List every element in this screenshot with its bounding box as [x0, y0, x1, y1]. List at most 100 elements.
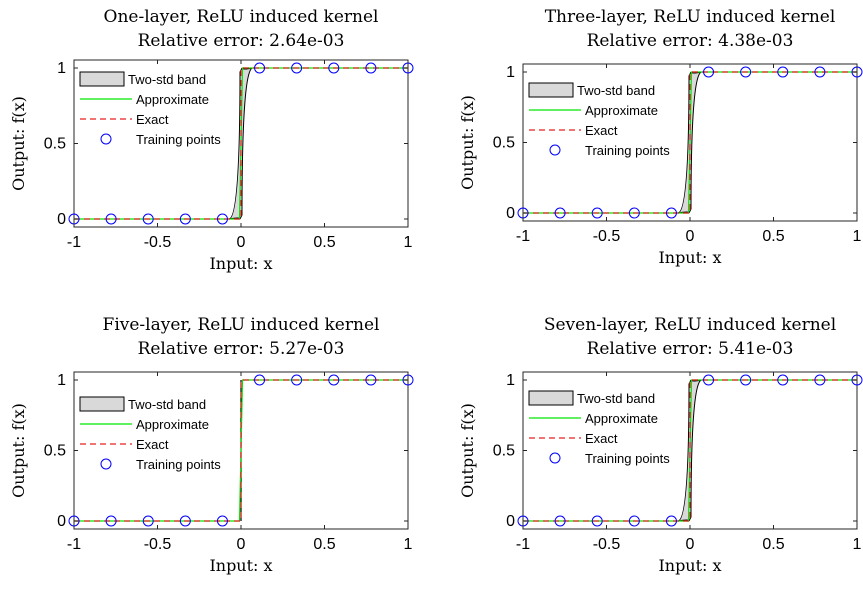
training-point [703, 66, 715, 78]
y-tick-label: 1 [57, 60, 66, 77]
legend-label: Two-std band [128, 397, 206, 412]
training-point [665, 515, 677, 527]
legend-label: Exact [585, 123, 618, 138]
series-exact [74, 379, 408, 522]
training-point [740, 66, 752, 78]
legend: Two-std band Approximate Exact Training poi… [528, 82, 670, 158]
x-tick-label: 1 [853, 536, 862, 553]
training-point [703, 374, 715, 386]
chart-subtitle: Relative error: 2.64e-03 [138, 31, 345, 51]
training-point [254, 62, 266, 74]
training-point [105, 213, 117, 225]
y-tick-label: 0 [57, 513, 66, 530]
x-tick-label: -1 [67, 536, 81, 553]
legend-label: Approximate [585, 411, 658, 426]
training-point [291, 62, 303, 74]
x-tick-label: 0 [237, 536, 246, 553]
training-point [628, 207, 640, 219]
x-tick-label: -0.5 [144, 536, 172, 553]
legend-label: Approximate [136, 417, 209, 432]
x-axis-label: Input: x [209, 254, 272, 273]
series-exact [523, 379, 857, 522]
training-point [142, 515, 154, 527]
x-tick-label: -1 [516, 536, 530, 553]
training-point [777, 66, 789, 78]
training-point [365, 62, 377, 74]
training-point [179, 515, 191, 527]
legend-label: Two-std band [577, 83, 655, 98]
training-point [328, 374, 340, 386]
x-tick-label: -1 [67, 234, 81, 251]
y-tick-label: 1 [506, 64, 515, 81]
legend: Two-std band Approximate Exact Training poi… [79, 396, 221, 472]
training-point [740, 374, 752, 386]
legend-label: Training points [136, 457, 221, 472]
training-point [142, 213, 154, 225]
training-point [591, 207, 603, 219]
training-point [216, 515, 228, 527]
legend-swatch-band [79, 396, 125, 412]
chart-subtitle: Relative error: 5.27e-03 [138, 339, 345, 359]
x-axis-label: Input: x [209, 556, 272, 575]
legend-label: Two-std band [577, 391, 655, 406]
training-point [554, 515, 566, 527]
x-tick-label: 0 [686, 228, 695, 245]
panel-4: Seven-layer, ReLU induced kernel Relative… [458, 315, 863, 575]
y-tick-label: 0 [506, 205, 515, 222]
training-point [665, 207, 677, 219]
training-point [216, 213, 228, 225]
y-tick-label: 0.5 [493, 443, 515, 460]
x-tick-label: 0.5 [762, 536, 784, 553]
chart-subtitle: Relative error: 4.38e-03 [587, 31, 794, 51]
chart-title: Five-layer, ReLU induced kernel [103, 315, 380, 335]
panel-2: Three-layer, ReLU induced kernel Relative… [458, 7, 863, 267]
x-tick-label: 1 [404, 536, 413, 553]
legend-swatch-training [100, 458, 112, 470]
legend: Two-std band Approximate Exact Training poi… [79, 71, 221, 147]
training-point [777, 374, 789, 386]
x-tick-label: 0.5 [313, 234, 335, 251]
x-tick-label: 0.5 [762, 228, 784, 245]
y-tick-label: 1 [57, 372, 66, 389]
panel-3: Five-layer, ReLU induced kernel Relative … [9, 315, 414, 575]
legend-swatch-training [549, 144, 561, 156]
y-tick-label: 0 [506, 513, 515, 530]
training-point [254, 374, 266, 386]
legend-label: Training points [585, 451, 670, 466]
y-tick-label: 0.5 [44, 136, 66, 153]
x-tick-label: 1 [404, 234, 413, 251]
legend-label: Training points [585, 143, 670, 158]
x-tick-label: -0.5 [593, 228, 621, 245]
training-point [814, 66, 826, 78]
legend-label: Exact [136, 437, 169, 452]
chart-title: Three-layer, ReLU induced kernel [545, 7, 836, 27]
legend-swatch-training [100, 133, 112, 145]
x-tick-label: -0.5 [593, 536, 621, 553]
legend-label: Approximate [136, 92, 209, 107]
training-point [814, 374, 826, 386]
y-axis-label: Output: f(x) [9, 403, 28, 498]
training-point [628, 515, 640, 527]
x-axis-label: Input: x [658, 248, 721, 267]
training-point [328, 62, 340, 74]
legend-label: Exact [136, 112, 169, 127]
legend-swatch-band [528, 390, 574, 406]
legend-swatch-training [549, 452, 561, 464]
panel-1: One-layer, ReLU induced kernel Relative e… [9, 7, 414, 273]
legend-label: Two-std band [128, 72, 206, 87]
chart-subtitle: Relative error: 5.41e-03 [587, 339, 794, 359]
training-point [291, 374, 303, 386]
training-point [554, 207, 566, 219]
legend-swatch-band [528, 82, 574, 98]
x-tick-label: 0 [686, 536, 695, 553]
y-tick-label: 1 [506, 372, 515, 389]
series-exact [74, 67, 408, 220]
x-tick-label: -1 [516, 228, 530, 245]
x-tick-label: 0 [237, 234, 246, 251]
y-tick-label: 0.5 [493, 135, 515, 152]
x-tick-label: 1 [853, 228, 862, 245]
training-point [105, 515, 117, 527]
legend-swatch-band [79, 71, 125, 87]
series-exact [523, 71, 857, 214]
